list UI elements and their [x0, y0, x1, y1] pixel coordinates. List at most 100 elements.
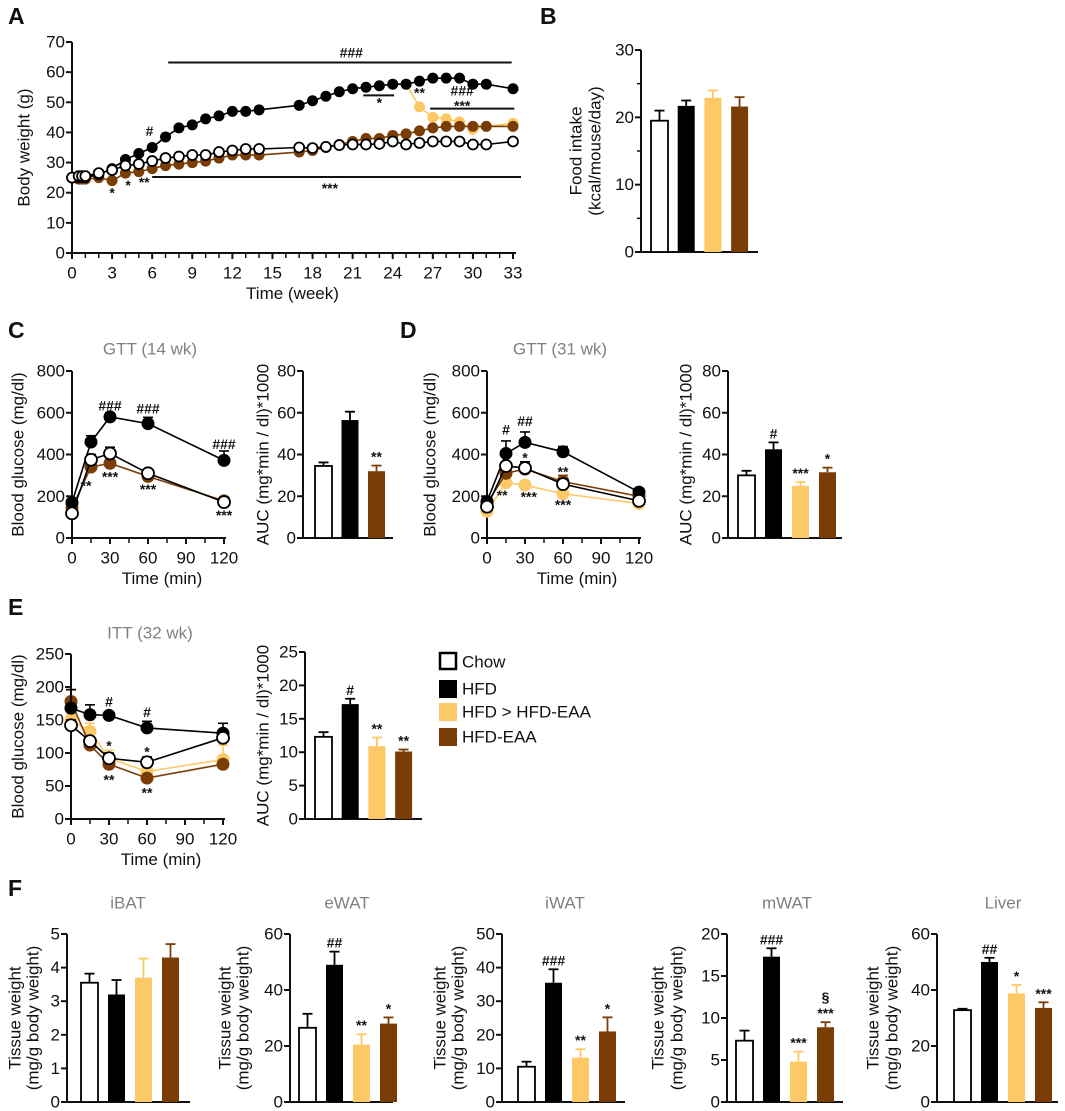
x-axis-title: Time (min) [122, 569, 203, 588]
significance-annotation: ** [575, 1032, 586, 1048]
data-point [360, 81, 372, 93]
y-tick-label: 0 [712, 529, 721, 548]
y-tick-label: 20 [279, 676, 298, 695]
data-point [454, 120, 466, 132]
significance-annotation: *** [521, 489, 538, 505]
bar-chow [298, 1026, 317, 1103]
chart-F4: mWAT 0 5 10 15 20 Tissue weight (mg/g body weig… [649, 894, 843, 1111]
data-point [333, 139, 346, 151]
x-tick-label: 60 [138, 830, 157, 849]
bar-hfd-eaa [368, 471, 385, 538]
significance-annotation: ** [414, 85, 425, 101]
significance-annotation: ### [136, 401, 160, 417]
bar-hfd [763, 956, 780, 1102]
x-tick-label: 30 [101, 549, 120, 568]
x-tick-label: 9 [188, 264, 197, 283]
y-tick-label: 10 [701, 1009, 720, 1028]
bar-hfd-hfd-eaa [368, 746, 386, 819]
y-tick-label: 70 [46, 33, 65, 52]
data-point [440, 72, 452, 84]
y-tick-label: 5 [289, 776, 298, 795]
data-point [507, 83, 519, 95]
y-tick-label: 0 [51, 1093, 60, 1111]
legend-item: HFD-EAA [439, 728, 537, 747]
y-tick-label: 40 [277, 445, 296, 464]
bar-hfd [326, 964, 343, 1102]
y-tick-label: 20 [46, 183, 65, 202]
y-tick-label: 400 [37, 445, 65, 464]
y-tick-label: 50 [45, 777, 64, 796]
data-point [216, 757, 230, 771]
chart-title: GTT (31 wk) [513, 340, 607, 359]
bar-hfd-eaa [162, 957, 179, 1102]
significance-annotation: ** [371, 449, 382, 465]
data-point [146, 142, 158, 153]
x-axis-title: Time (min) [121, 850, 202, 869]
data-point [106, 164, 118, 177]
y-tick-label: 600 [37, 403, 65, 422]
y-axis-title: AUC (mg*min / dl)*1000 [677, 364, 696, 545]
data-point [387, 78, 399, 90]
significance-annotation: ### [451, 82, 475, 98]
chart-title: Liver [985, 894, 1022, 913]
chart-title: ITT (32 wk) [107, 624, 193, 643]
significance-annotation: * [825, 451, 831, 467]
significance-annotation: *** [216, 507, 233, 523]
y-tick-label: 60 [264, 925, 283, 944]
panel-label: C [8, 317, 25, 343]
y-tick-label: 0 [625, 243, 634, 262]
legend-item: Chow [438, 651, 506, 672]
bar-hfd-eaa [817, 1027, 834, 1102]
y-tick-label: 15 [701, 967, 720, 986]
data-point [79, 170, 92, 183]
legend-label: HFD > HFD-EAA [462, 703, 592, 722]
y-tick-label: 0 [56, 529, 65, 548]
x-tick-label: 120 [210, 549, 238, 568]
y-tick-label: 10 [46, 213, 65, 232]
significance-annotation: * [125, 177, 131, 193]
data-point [159, 152, 172, 164]
significance-annotation: * [605, 1000, 611, 1016]
significance-annotation: ** [558, 464, 569, 480]
data-point [217, 495, 231, 509]
y-tick-label: 0 [289, 810, 298, 829]
data-point [133, 148, 145, 160]
data-point [413, 101, 425, 113]
data-point [467, 138, 479, 151]
chart-A: A 0 10 20 30 40 50 60 70 Body weight (g) 0 3 6 9 12 15 1… [8, 3, 522, 303]
significance-annotation: ** [104, 771, 115, 787]
significance-annotation: # [143, 704, 151, 720]
y-tick-label: 10 [615, 175, 634, 194]
data-point [216, 730, 230, 745]
series-chow [65, 446, 231, 521]
y-tick-label: 20 [476, 1025, 495, 1044]
y-tick-label: 200 [452, 487, 480, 506]
data-point [64, 701, 78, 715]
data-point [426, 135, 439, 148]
data-point [507, 135, 519, 148]
legend: Chow HFD HFD > HFD-EAA HFD-EAA [438, 651, 592, 747]
x-tick-label: 90 [176, 830, 195, 849]
data-point [199, 149, 212, 161]
bar-hfd-eaa [819, 472, 836, 538]
data-point [132, 158, 145, 170]
series-chow [480, 459, 646, 514]
data-point [103, 446, 117, 461]
x-tick-label: 0 [482, 549, 491, 568]
x-tick-label: 0 [67, 264, 76, 283]
bar-chow [314, 465, 333, 539]
significance-annotation: # [105, 694, 113, 710]
y-tick-label: 40 [911, 981, 930, 1000]
significance-annotation: *** [102, 468, 119, 484]
y-axis-title: AUC (mg*min / dl)*1000 [254, 645, 273, 826]
data-point [213, 146, 225, 158]
y-tick-label: 800 [452, 362, 480, 381]
x-axis-title: Time (min) [537, 569, 618, 588]
y-tick-label: 20 [615, 108, 634, 127]
data-point [140, 721, 154, 735]
significance-annotation: § [822, 989, 830, 1005]
data-point [400, 128, 412, 140]
y-axis-title: (mg/g body weight) [883, 946, 902, 1091]
